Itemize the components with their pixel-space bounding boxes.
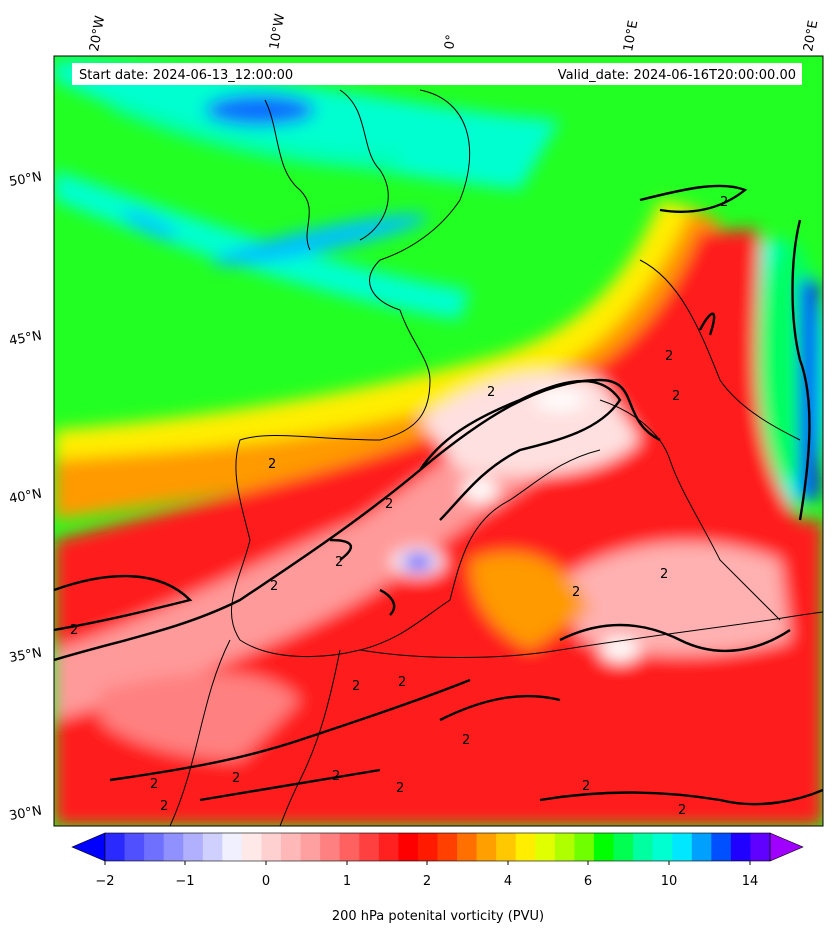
colorbar-swatch — [241, 833, 262, 861]
contour-label: 2 — [268, 457, 276, 472]
contour-label: 2 — [232, 771, 240, 786]
contour-label: 2 — [572, 585, 580, 600]
colorbar-title: 200 hPa potenital vorticity (PVU) — [332, 909, 544, 924]
contour-label: 2 — [150, 777, 158, 792]
contour-label: 2 — [462, 733, 470, 748]
colorbar-frame — [104, 832, 771, 862]
map-frame — [53, 55, 824, 827]
contour-label: 2 — [665, 349, 673, 364]
contour-label: 2 — [672, 389, 680, 404]
colorbar-swatch — [359, 833, 380, 861]
colorbar-swatch — [652, 833, 673, 861]
lon-label-10e: 10°E — [621, 19, 641, 52]
colorbar-tick-label: 10 — [661, 874, 678, 889]
colorbar-swatch — [124, 833, 145, 861]
colorbar-swatch — [633, 833, 654, 861]
colorbar-swatch — [320, 833, 341, 861]
lat-label-40n: 40°N — [8, 486, 43, 506]
contour-label: 2 — [332, 769, 340, 784]
colorbar-swatch — [672, 833, 693, 861]
colorbar-swatch — [183, 833, 204, 861]
colorbar-tick-label: 14 — [742, 874, 759, 889]
colorbar-swatch — [398, 833, 419, 861]
lat-label-45n: 45°N — [8, 328, 43, 348]
contour-label: 2 — [160, 799, 168, 814]
colorbar-swatch — [711, 833, 732, 861]
lat-label-30n: 30°N — [8, 803, 43, 823]
lon-label-20w: 20°W — [87, 15, 108, 53]
contour-label: 2 — [582, 779, 590, 794]
colorbar-swatch — [554, 833, 575, 861]
lon-label-10w: 10°W — [267, 13, 288, 51]
valid-date-text: Valid_date: 2024-06-16T20:00:00.00 — [558, 68, 796, 83]
colorbar-extend-min — [71, 832, 106, 862]
colorbar-tick-label: 1 — [343, 874, 351, 889]
colorbar-swatch — [593, 833, 615, 861]
lon-label-20e: 20°E — [801, 19, 821, 52]
colorbar-swatch — [202, 833, 223, 861]
contour-label: 2 — [396, 781, 404, 796]
contour-label: 2 — [720, 195, 728, 210]
colorbar-tick-label: −2 — [95, 874, 114, 889]
colorbar-swatch — [496, 833, 517, 861]
colorbar-swatch — [476, 833, 497, 861]
colorbar-swatch — [261, 833, 282, 861]
contour-label: 2 — [678, 803, 686, 818]
contour-label: 2 — [70, 623, 78, 638]
colorbar-swatch — [281, 833, 302, 861]
colorbar-swatch — [222, 833, 243, 861]
contour-labels: 2 2 2 2 2 2 2 2 2 2 2 2 2 2 2 2 2 2 2 2 … — [70, 195, 728, 818]
colorbar-swatch — [339, 833, 360, 861]
pv2-contours — [54, 184, 823, 806]
lon-label-0: 0° — [442, 34, 459, 51]
colorbar-tick-label: 4 — [504, 874, 512, 889]
lat-label-35n: 35°N — [8, 645, 43, 665]
pv-field — [54, 56, 823, 826]
lat-label-50n: 50°N — [8, 169, 43, 189]
longitude-labels: 20°W 10°W 0° 10°E 20°E — [87, 13, 821, 53]
colorbar-swatch — [378, 833, 399, 861]
colorbar-swatch — [144, 833, 165, 861]
colorbar-swatch — [515, 833, 536, 861]
colorbar-swatch — [574, 833, 595, 861]
contour-label: 2 — [385, 497, 393, 512]
start-date-text: Start date: 2024-06-13_12:00:00 — [79, 68, 293, 83]
colorbar-tick-label: 6 — [584, 874, 592, 889]
coastlines — [169, 89, 823, 826]
contour-label: 2 — [352, 679, 360, 694]
contour-label: 2 — [335, 555, 343, 570]
colorbar-tick-labels: −2 −1 0 1 2 4 6 10 14 — [95, 874, 758, 889]
colorbar-tick-label: 0 — [262, 874, 270, 889]
colorbar-tick-label: 2 — [423, 874, 431, 889]
colorbar-swatch — [105, 833, 126, 861]
date-header-box — [72, 63, 802, 85]
colorbar-swatch — [163, 833, 184, 861]
colorbar-swatch — [300, 833, 321, 861]
colorbar-swatch — [535, 833, 556, 861]
contour-label: 2 — [660, 567, 668, 582]
colorbar-swatch — [437, 833, 458, 861]
colorbar-swatch — [750, 833, 771, 861]
colorbar-swatch — [730, 833, 751, 861]
colorbar-swatch — [613, 833, 634, 861]
colorbar-tick-label: −1 — [175, 874, 194, 889]
colorbar-extend-max — [769, 832, 804, 862]
colorbar-swatch — [457, 833, 478, 861]
colorbar-swatch — [417, 833, 438, 861]
latitude-labels: 50°N 45°N 40°N 35°N 30°N — [8, 169, 43, 823]
contour-label: 2 — [398, 675, 406, 690]
colorbar — [71, 832, 804, 865]
contour-label: 2 — [270, 579, 278, 594]
colorbar-swatch — [691, 833, 712, 861]
contour-label: 2 — [487, 385, 495, 400]
